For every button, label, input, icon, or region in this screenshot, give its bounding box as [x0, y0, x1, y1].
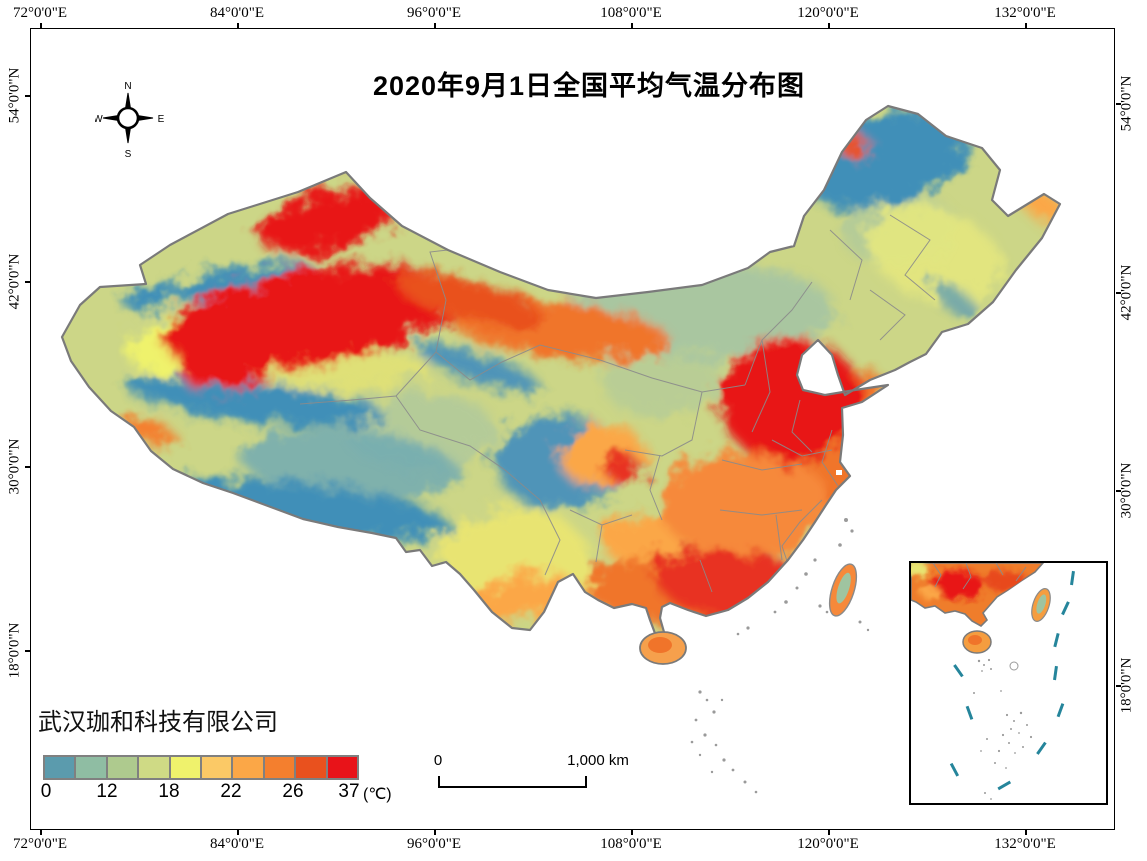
- tick-top: [434, 23, 436, 28]
- legend-color-cell: [296, 757, 326, 778]
- province-boundaries: [299, 214, 936, 593]
- tick-left: [25, 650, 30, 652]
- tick-bottom: [828, 830, 830, 835]
- tick-top: [631, 23, 633, 28]
- lon-label-top: 96°0'0"E: [407, 5, 461, 21]
- tick-right: [1116, 490, 1121, 492]
- compass-w: W: [95, 114, 103, 125]
- compass-s: S: [125, 149, 132, 160]
- inset-islets: [973, 658, 1033, 800]
- legend-color-cell: [327, 757, 358, 778]
- lon-label-bottom: 132°0'0"E: [994, 836, 1056, 852]
- legend-unit: (℃): [363, 786, 392, 803]
- lat-label-left: 30°0'0"N: [6, 438, 23, 495]
- legend-color-cell: [170, 757, 201, 778]
- tick-bottom: [631, 830, 633, 835]
- lat-label-right: 42°0'0"N: [1118, 264, 1135, 321]
- tick-top: [828, 23, 830, 28]
- lon-label-top: 132°0'0"E: [994, 5, 1056, 21]
- scalebar-zero: 0: [433, 752, 443, 769]
- city-patch: [845, 463, 850, 467]
- coastal-islets: [690, 518, 870, 794]
- inset-taiwan: [1031, 588, 1051, 622]
- map-title: 2020年9月1日全国平均气温分布图: [372, 71, 806, 101]
- lat-label-right: 54°0'0"N: [1118, 75, 1135, 132]
- tick-bottom: [434, 830, 436, 835]
- lat-label-right: 30°0'0"N: [1118, 462, 1135, 519]
- legend-color-cell: [202, 757, 232, 778]
- tick-bottom: [40, 830, 42, 835]
- inset-province-lines: [932, 563, 1027, 590]
- tick-bottom: [1025, 830, 1027, 835]
- tick-top: [40, 23, 42, 28]
- legend-tick: 18: [158, 781, 180, 802]
- tick-left: [25, 95, 30, 97]
- tick-right: [1116, 103, 1121, 105]
- legend-tick: 12: [96, 781, 118, 802]
- legend-color-cell: [139, 757, 169, 778]
- compass-rose-icon: N E S W: [95, 81, 165, 160]
- lon-label-top: 84°0'0"E: [210, 5, 264, 21]
- lon-label-bottom: 108°0'0"E: [600, 836, 662, 852]
- temperature-legend: [43, 755, 359, 780]
- lon-label-bottom: 96°0'0"E: [407, 836, 461, 852]
- legend-tick: 37: [338, 781, 360, 802]
- tick-top: [237, 23, 239, 28]
- legend-color-cell: [264, 757, 295, 778]
- tick-top: [1025, 23, 1027, 28]
- lon-label-top: 120°0'0"E: [797, 5, 859, 21]
- lat-label-left: 54°0'0"N: [6, 67, 23, 124]
- company-name: 武汉珈和科技有限公司: [38, 709, 278, 736]
- lon-label-bottom: 72°0'0"E: [13, 836, 67, 852]
- legend-tick: 22: [220, 781, 242, 802]
- legend-tick: 0: [40, 781, 52, 802]
- lon-label-bottom: 120°0'0"E: [797, 836, 859, 852]
- tick-bottom: [237, 830, 239, 835]
- compass-e: E: [158, 114, 165, 125]
- legend-color-cell: [45, 757, 75, 778]
- taiwan-island: [828, 563, 858, 617]
- china-temperature-map: [60, 104, 1062, 794]
- nine-dash-line: [949, 570, 1075, 791]
- compass-n: N: [124, 81, 131, 92]
- lon-label-top: 72°0'0"E: [13, 5, 67, 21]
- inset-hainan: [962, 630, 992, 654]
- lon-label-top: 108°0'0"E: [600, 5, 662, 21]
- lon-label-bottom: 84°0'0"E: [210, 836, 264, 852]
- legend-tick: 26: [282, 781, 304, 802]
- lat-label-left: 42°0'0"N: [6, 253, 23, 310]
- tick-left: [25, 281, 30, 283]
- hainan-island: [639, 631, 687, 665]
- inset-map: [911, 563, 1075, 800]
- scalebar: [438, 776, 587, 788]
- tick-right: [1116, 685, 1121, 687]
- legend-color-cell: [76, 757, 106, 778]
- lat-label-right: 18°0'0"N: [1118, 657, 1135, 714]
- tick-right: [1116, 292, 1121, 294]
- south-china-sea-inset: [909, 561, 1108, 805]
- scalebar-end: 1,000 km: [567, 752, 629, 769]
- lat-label-left: 18°0'0"N: [6, 622, 23, 679]
- legend-color-cell: [107, 757, 138, 778]
- city-patch: [836, 470, 842, 475]
- tick-left: [25, 466, 30, 468]
- legend-color-cell: [233, 757, 263, 778]
